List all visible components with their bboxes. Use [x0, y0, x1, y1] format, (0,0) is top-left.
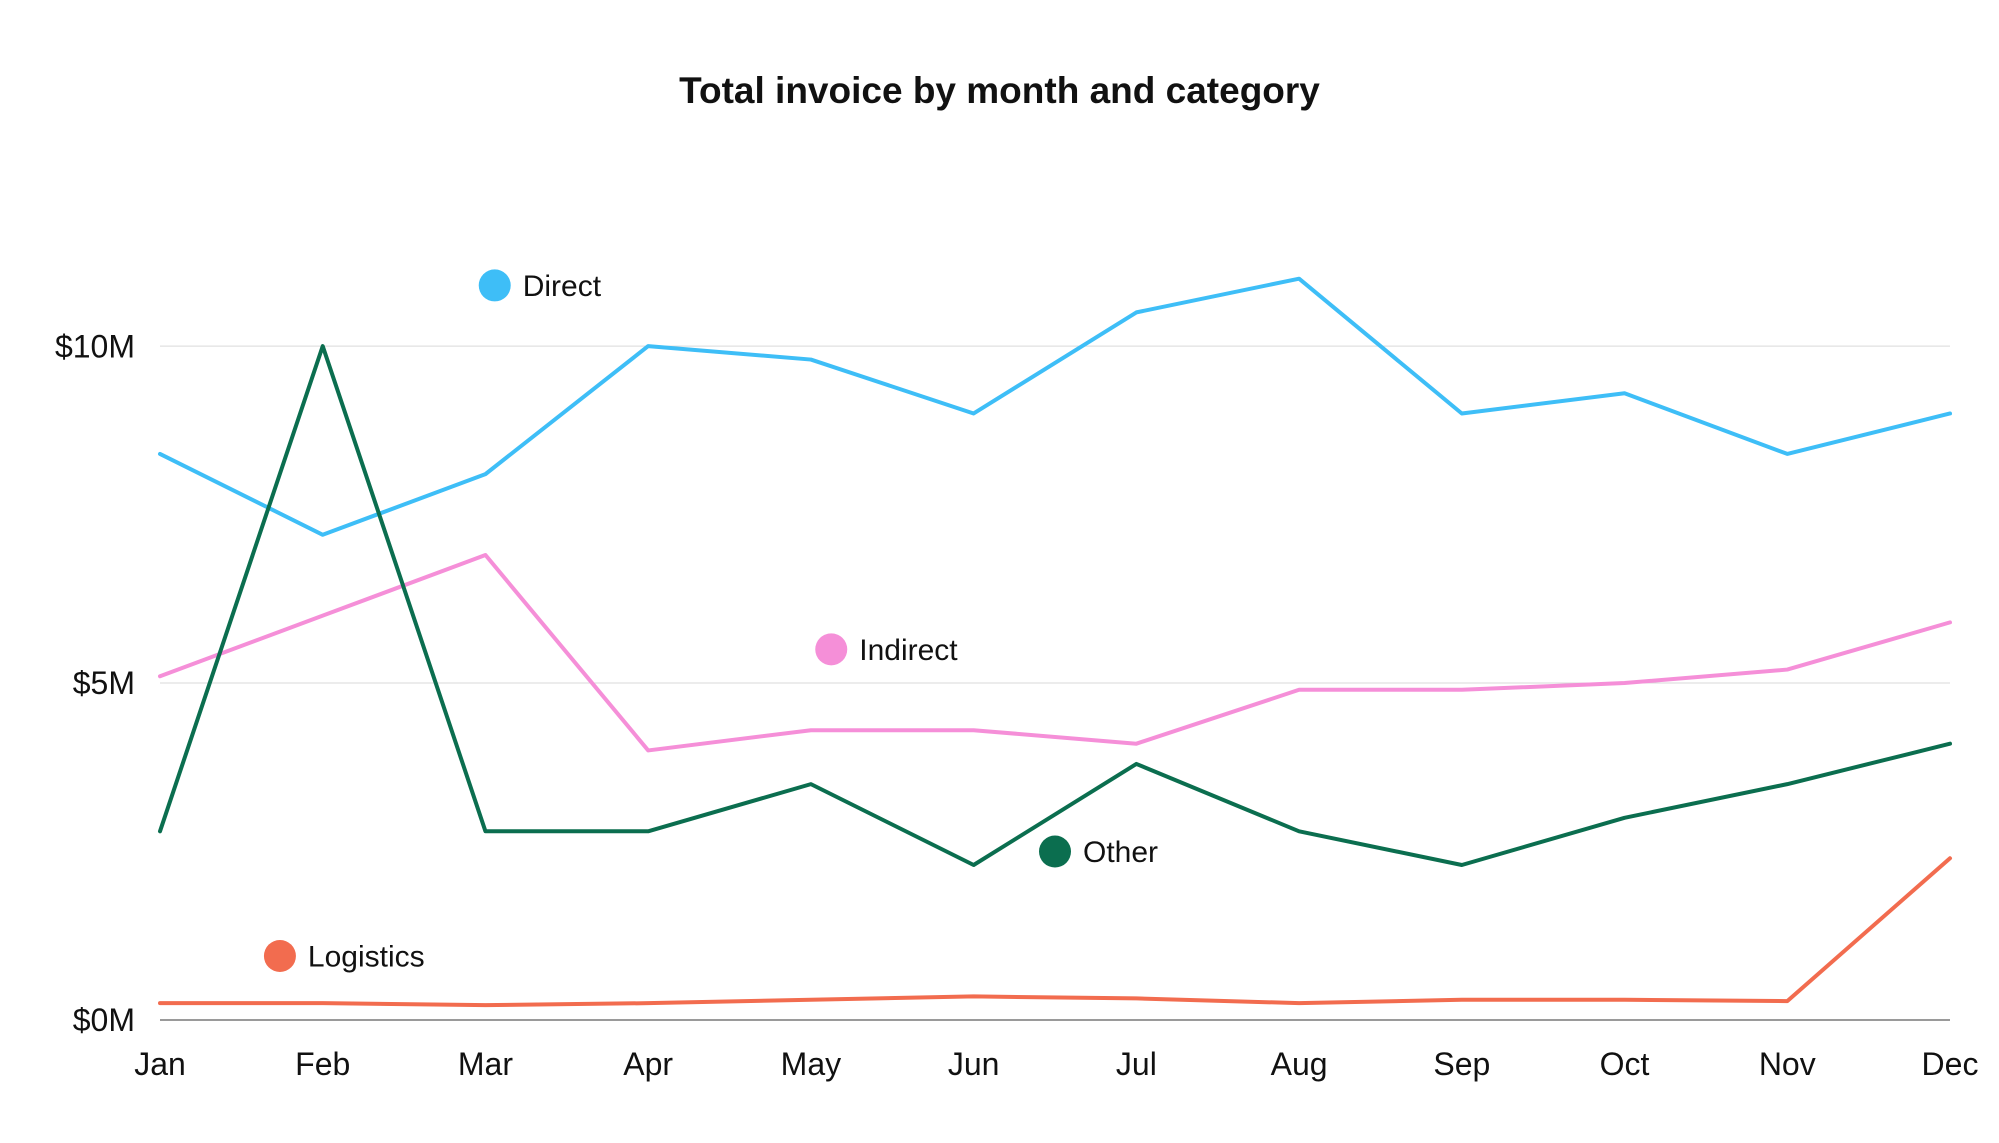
x-tick-label: Oct — [1600, 1046, 1650, 1082]
x-tick-label: Jun — [948, 1046, 1000, 1082]
legend-label-other: Other — [1083, 836, 1158, 869]
x-tick-label: Mar — [458, 1046, 513, 1082]
series-line-other — [160, 346, 1950, 865]
chart-title: Total invoice by month and category — [0, 70, 1999, 112]
y-tick-label: $5M — [73, 665, 135, 701]
x-tick-label: Jul — [1116, 1046, 1157, 1082]
x-tick-label: Aug — [1271, 1046, 1328, 1082]
legend-label-logistics: Logistics — [308, 940, 425, 973]
series-line-direct — [160, 279, 1950, 535]
chart-plot-area: $0M $5M $10M Jan Feb Mar Apr May Jun Jul Aug Sep Oct… — [0, 0, 1999, 1143]
y-tick-label: $10M — [55, 328, 135, 364]
legend-marker-direct — [479, 269, 511, 301]
x-tick-label: Sep — [1433, 1046, 1490, 1082]
legend-marker-other — [1039, 836, 1071, 868]
legend-label-indirect: Indirect — [859, 634, 958, 667]
x-tick-label: Nov — [1759, 1046, 1816, 1082]
x-tick-label: Jan — [134, 1046, 186, 1082]
y-tick-label: $0M — [73, 1002, 135, 1038]
series-line-logistics — [160, 858, 1950, 1005]
legend-label-direct: Direct — [523, 270, 602, 303]
invoice-line-chart: Total invoice by month and category $0M$… — [0, 0, 1999, 1143]
x-tick-label: Dec — [1922, 1046, 1979, 1082]
series-line-indirect — [160, 555, 1950, 750]
x-tick-label: May — [781, 1046, 841, 1082]
legend-marker-indirect — [815, 633, 847, 665]
legend-marker-logistics — [264, 940, 296, 972]
x-tick-label: Apr — [623, 1046, 673, 1082]
x-tick-label: Feb — [295, 1046, 350, 1082]
